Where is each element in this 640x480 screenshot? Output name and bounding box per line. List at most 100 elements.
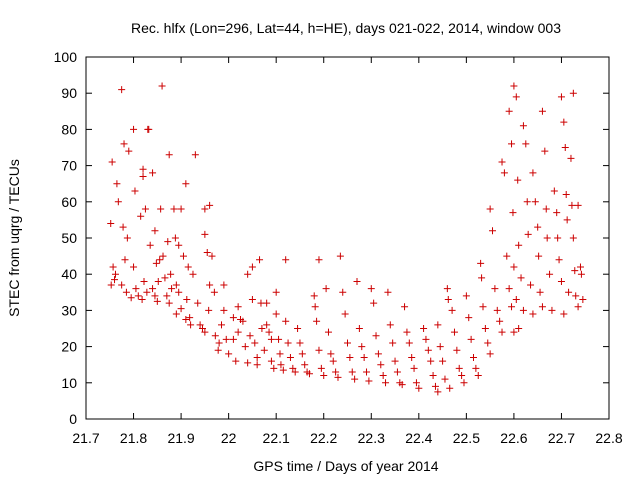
- data-point: [253, 361, 261, 369]
- data-point: [536, 288, 544, 296]
- data-point: [320, 372, 328, 380]
- data-point: [455, 364, 463, 372]
- data-point: [122, 288, 130, 296]
- data-point: [118, 86, 126, 94]
- data-point: [508, 303, 516, 311]
- data-point: [503, 252, 511, 260]
- data-point: [460, 379, 468, 387]
- data-point: [420, 325, 428, 332]
- data-point: [141, 205, 149, 213]
- data-point: [569, 234, 577, 242]
- data-point: [557, 93, 565, 101]
- data-point: [562, 191, 570, 199]
- data-point: [512, 296, 520, 304]
- data-point: [523, 198, 531, 206]
- data-point: [123, 234, 131, 242]
- data-point: [272, 310, 280, 318]
- data-point: [291, 368, 299, 376]
- data-point: [131, 187, 139, 195]
- data-point: [205, 306, 213, 314]
- data-point: [220, 281, 228, 289]
- data-point: [239, 317, 247, 325]
- data-point: [179, 252, 187, 260]
- data-point: [510, 263, 518, 271]
- data-point: [535, 252, 543, 260]
- data-point: [522, 140, 530, 148]
- data-point: [472, 364, 480, 372]
- data-point: [377, 361, 385, 369]
- data-point: [111, 270, 119, 278]
- data-point: [305, 370, 313, 378]
- data-point: [130, 263, 138, 271]
- data-point: [479, 303, 487, 311]
- data-point: [577, 270, 585, 278]
- data-point: [450, 328, 458, 336]
- data-point: [203, 248, 211, 256]
- y-tick-label: 20: [61, 339, 77, 355]
- y-tick-label: 30: [61, 302, 77, 318]
- data-point: [474, 372, 482, 380]
- data-point: [398, 381, 406, 389]
- data-point: [541, 147, 549, 155]
- x-axis-label: GPS time / Days of year 2014: [253, 458, 438, 474]
- data-point: [137, 212, 145, 220]
- data-point: [279, 366, 287, 374]
- data-point: [491, 285, 499, 293]
- data-point: [389, 339, 397, 347]
- data-point: [517, 274, 525, 282]
- data-point: [246, 332, 254, 340]
- data-point: [145, 125, 153, 133]
- data-point: [222, 335, 230, 343]
- data-point: [248, 296, 256, 304]
- data-point: [172, 310, 180, 318]
- data-point: [548, 306, 556, 314]
- data-point: [168, 285, 176, 293]
- data-point: [393, 368, 401, 376]
- data-point: [515, 325, 523, 332]
- plot-area: [107, 82, 587, 396]
- data-point: [360, 353, 368, 361]
- data-point: [467, 335, 475, 343]
- data-point: [574, 201, 582, 209]
- data-point: [565, 288, 573, 296]
- data-point: [538, 303, 546, 311]
- data-point: [248, 263, 256, 271]
- data-point: [154, 277, 162, 285]
- x-tick-label: 22: [221, 430, 237, 446]
- data-point: [379, 372, 387, 380]
- data-point: [313, 317, 321, 325]
- data-point: [177, 205, 185, 213]
- data-point: [315, 256, 323, 264]
- y-tick-label: 60: [61, 194, 77, 210]
- x-tick-label: 21.7: [72, 430, 99, 446]
- data-point: [311, 303, 319, 311]
- data-point: [524, 230, 532, 238]
- data-point: [175, 241, 183, 249]
- data-point: [251, 339, 259, 347]
- data-point: [289, 364, 297, 372]
- data-point: [576, 263, 584, 271]
- data-point: [113, 180, 121, 188]
- x-tick-label: 21.9: [167, 430, 194, 446]
- data-point: [542, 205, 550, 213]
- data-point: [514, 176, 522, 184]
- y-tick-label: 100: [54, 49, 78, 65]
- data-point: [183, 296, 191, 304]
- data-point: [139, 165, 147, 173]
- data-point: [355, 325, 363, 332]
- data-point: [109, 263, 117, 271]
- data-point: [229, 335, 237, 343]
- data-point: [567, 154, 575, 162]
- data-point: [327, 350, 335, 358]
- data-point: [165, 151, 173, 159]
- data-point: [493, 306, 501, 314]
- data-point: [161, 274, 169, 282]
- data-point: [498, 158, 506, 166]
- data-point: [151, 227, 159, 235]
- data-point: [365, 377, 373, 385]
- data-point: [153, 297, 161, 305]
- data-point: [561, 144, 569, 151]
- data-point: [163, 292, 171, 300]
- y-tick-label: 10: [61, 375, 77, 391]
- data-point: [211, 332, 219, 340]
